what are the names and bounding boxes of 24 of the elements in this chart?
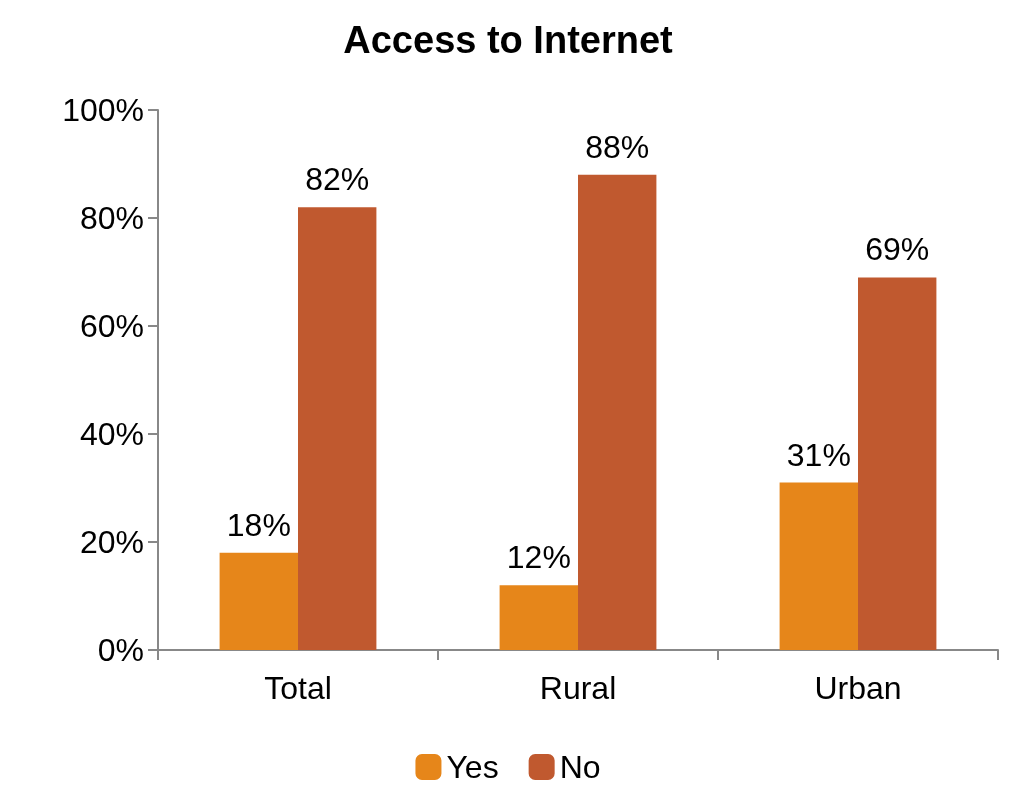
bar [578, 174, 657, 650]
bar [219, 552, 298, 650]
legend-label: No [559, 749, 601, 785]
data-label: 88% [585, 128, 650, 165]
data-label: 31% [786, 436, 851, 473]
bar [779, 482, 858, 650]
bar [298, 207, 377, 650]
y-tick-label: 40% [79, 416, 144, 452]
y-tick-label: 100% [62, 92, 144, 128]
y-tick-label: 20% [79, 524, 144, 560]
chart-title: Access to Internet [343, 19, 674, 61]
x-tick-label: Rural [539, 670, 617, 706]
y-tick-label: 0% [97, 632, 144, 668]
legend-label: Yes [446, 749, 499, 785]
data-label: 69% [865, 231, 930, 268]
y-tick-label: 80% [79, 200, 144, 236]
x-tick-label: Total [264, 670, 332, 706]
data-label: 82% [305, 161, 370, 198]
y-tick-label: 60% [79, 308, 144, 344]
bar [858, 277, 937, 650]
x-tick-label: Urban [814, 670, 902, 706]
data-label: 12% [506, 539, 571, 576]
bar [499, 585, 578, 650]
data-label: 18% [226, 506, 291, 543]
